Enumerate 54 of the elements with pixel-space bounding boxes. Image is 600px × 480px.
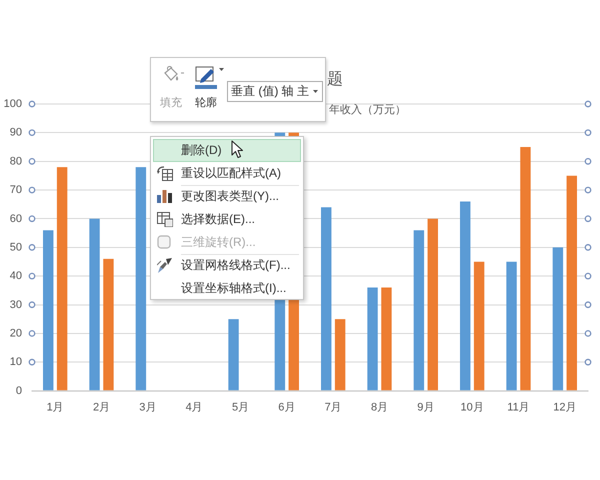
chart-subtitle: 年收入（万元） (329, 104, 406, 116)
x-tick-label: 7月 (324, 401, 342, 414)
x-tick-label: 8月 (370, 401, 388, 414)
y-tick-label: 20 (10, 327, 22, 340)
y-tick-label: 90 (10, 126, 22, 139)
y-tick-label: 100 (4, 98, 22, 110)
annotation: 设置坐标轴格式(I)... (181, 281, 286, 295)
x-tick-label: 4月 (186, 401, 203, 414)
x-tick-label: 3月 (139, 401, 156, 414)
annotation: 轮廓 (195, 97, 217, 109)
annotation: 删除(D) (181, 143, 222, 157)
x-tick-label: 1月 (46, 401, 64, 414)
bar (321, 207, 332, 390)
bar (56, 167, 68, 390)
x-tick-label: 6月 (278, 401, 296, 414)
y-tick-label: 30 (10, 298, 22, 311)
bar (228, 319, 239, 390)
y-tick-label: 40 (10, 270, 22, 282)
chart-title: 题 (327, 71, 343, 88)
bar (552, 247, 564, 390)
x-tick-label: 9月 (417, 401, 434, 414)
dropdown-field: 垂直 (值) 轴 主 (227, 81, 323, 102)
y-tick-label: 70 (10, 184, 22, 196)
bar (43, 230, 54, 390)
bar (566, 176, 577, 390)
x-tick-label: 5月 (232, 401, 250, 414)
annotation: 重设以匹配样式(A) (181, 166, 281, 180)
bar (506, 262, 517, 390)
x-tick-label: 11月 (507, 401, 530, 414)
format-panel: 填充 轮廓 垂直 (值) 轴 主 (150, 57, 326, 122)
x-tick-label: 12月 (553, 401, 576, 414)
bar (460, 202, 470, 390)
bar (334, 319, 346, 390)
bar (520, 147, 531, 390)
annotation: 设置网格线格式(F)... (181, 258, 290, 272)
bar (414, 230, 424, 390)
x-tick-label: 2月 (92, 401, 110, 414)
bar (428, 218, 438, 390)
y-tick-label: 60 (10, 212, 22, 225)
bar (103, 258, 114, 390)
y-tick-label: 10 (10, 356, 22, 368)
bar (381, 288, 392, 390)
y-tick-label: 80 (10, 155, 22, 168)
annotation: 更改图表类型(Y)... (181, 189, 279, 203)
bar (367, 288, 378, 390)
x-tick-label: 10月 (460, 401, 484, 414)
annotation: 三维旋转(R)... (181, 235, 256, 249)
bar (89, 218, 100, 390)
y-tick-label: 50 (10, 241, 22, 254)
bar (136, 167, 146, 390)
y-tick-label: 0 (16, 384, 22, 397)
annotation: 填充 (160, 97, 182, 109)
annotation: 选择数据(E)... (181, 212, 255, 226)
bar (474, 262, 484, 390)
